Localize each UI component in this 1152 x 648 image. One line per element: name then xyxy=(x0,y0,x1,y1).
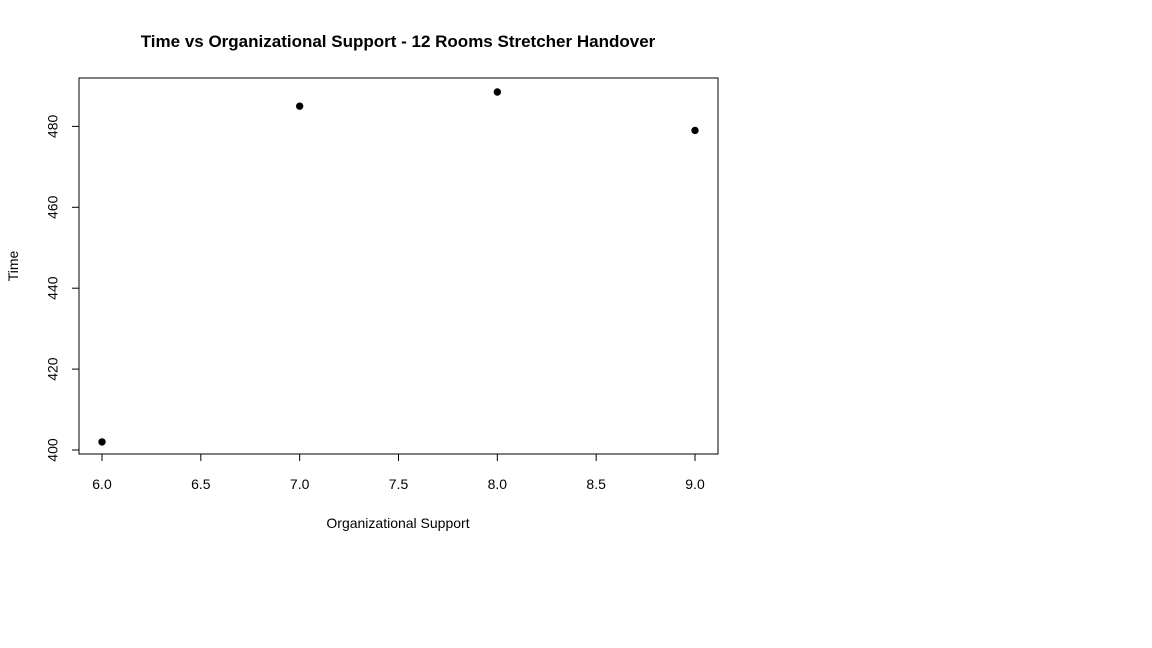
x-tick-label: 7.0 xyxy=(290,476,310,492)
data-point xyxy=(691,126,699,135)
data-point xyxy=(493,88,502,96)
plot-frame xyxy=(78,77,719,455)
x-tick-label: 6.0 xyxy=(92,476,112,492)
y-tick-label: 440 xyxy=(45,276,61,300)
data-point xyxy=(98,438,106,446)
x-tick-label: 8.0 xyxy=(488,476,508,492)
x-axis-label: Organizational Support xyxy=(326,515,469,531)
data-points xyxy=(98,88,699,446)
chart-title: Time vs Organizational Support - 12 Room… xyxy=(141,32,656,51)
x-tick-label: 8.5 xyxy=(586,476,606,492)
x-axis: 6.0 6.5 7.0 7.5 8.0 8.5 9.0 xyxy=(92,453,705,492)
y-tick-label: 480 xyxy=(45,114,61,138)
y-tick-label: 400 xyxy=(45,438,61,462)
data-point xyxy=(295,102,304,110)
y-axis: 400 420 440 460 480 xyxy=(45,114,80,462)
y-tick-label: 460 xyxy=(45,195,61,219)
y-axis-label: Time xyxy=(5,250,21,281)
x-tick-label: 9.0 xyxy=(685,476,705,492)
y-tick-label: 420 xyxy=(45,357,61,381)
x-tick-label: 7.5 xyxy=(389,476,409,492)
x-tick-label: 6.5 xyxy=(191,476,211,492)
